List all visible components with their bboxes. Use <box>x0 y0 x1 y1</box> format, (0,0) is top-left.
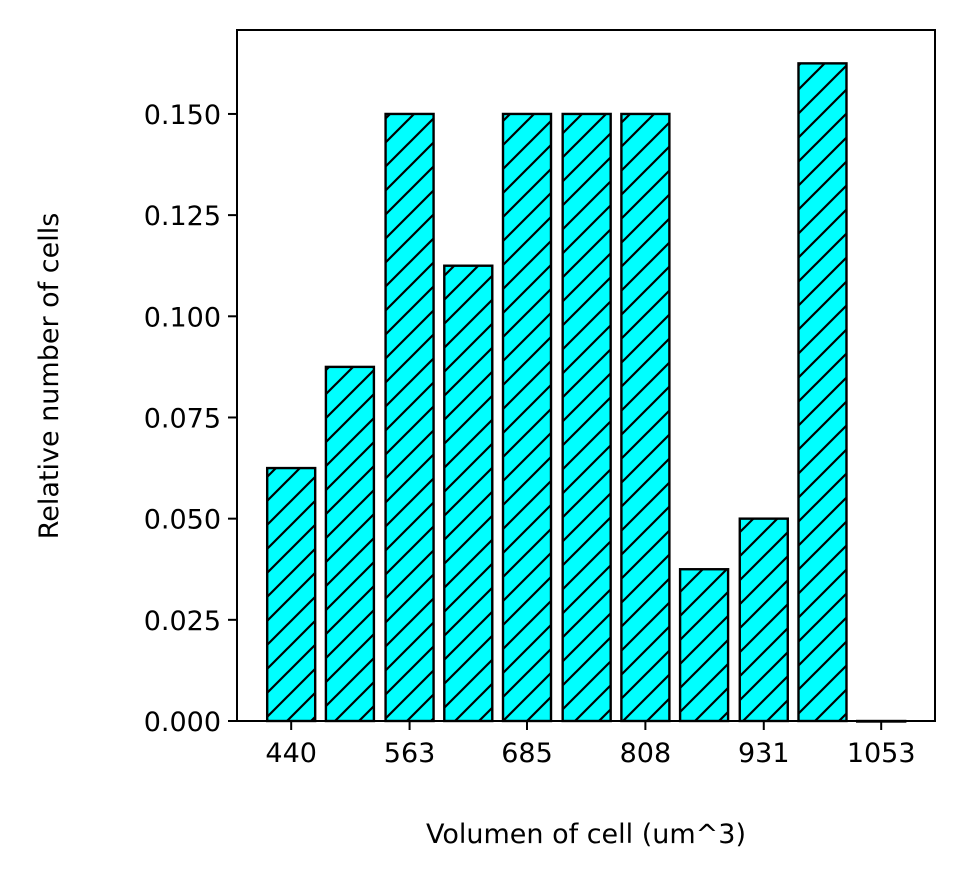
bar-501 <box>324 365 376 723</box>
bar-563 <box>384 112 435 723</box>
bar-931 <box>738 517 789 723</box>
plot-frame <box>236 29 936 722</box>
x-tick-label: 563 <box>384 738 436 769</box>
x-tick-label: 931 <box>738 738 790 769</box>
x-axis-label: Volumen of cell (um^3) <box>426 819 746 850</box>
x-tick-label: 440 <box>265 738 317 769</box>
x-tick-label: 1053 <box>847 738 916 769</box>
bar-992 <box>797 62 848 723</box>
bar-624 <box>443 264 494 723</box>
y-tick-label: 0.075 <box>144 403 221 434</box>
y-tick-label: 0.025 <box>144 606 221 637</box>
x-tick-label: 685 <box>501 738 553 769</box>
y-axis-label: Relative number of cells <box>34 213 65 540</box>
bar-685 <box>501 112 553 723</box>
x-tick-label: 808 <box>620 738 672 769</box>
y-tick-label: 0.150 <box>144 100 221 131</box>
y-tick-label: 0.100 <box>144 302 221 333</box>
x-axis: 440 563 685 808 931 1053 <box>265 721 916 769</box>
y-tick-label: 0.000 <box>144 707 221 738</box>
y-tick-label: 0.050 <box>144 505 221 536</box>
y-tick-label: 0.125 <box>144 201 221 232</box>
bar-869 <box>678 568 730 723</box>
y-axis: 0.000 0.025 0.050 0.075 0.100 0.125 0.150 <box>144 100 237 738</box>
bar-440 <box>265 466 317 723</box>
bar-747 <box>561 112 612 723</box>
bar-808 <box>620 112 671 723</box>
bars-group <box>265 62 907 723</box>
